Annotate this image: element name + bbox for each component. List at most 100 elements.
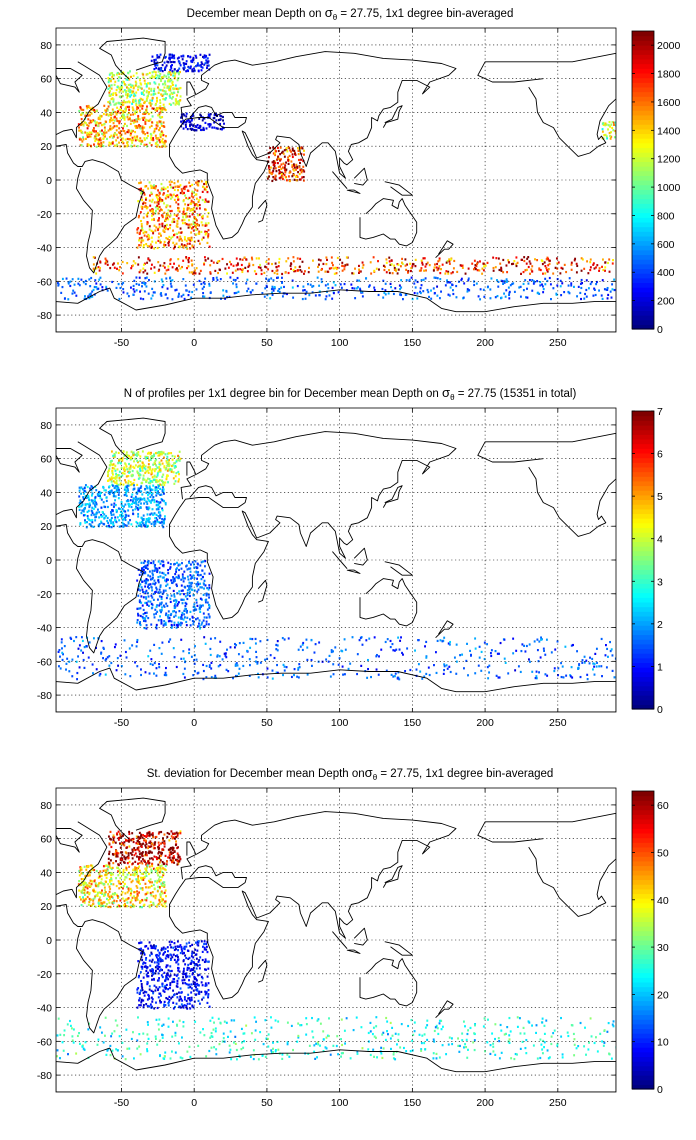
data-cell bbox=[163, 108, 166, 111]
data-cell bbox=[285, 179, 288, 182]
data-cell bbox=[139, 498, 142, 501]
data-cell bbox=[213, 121, 216, 124]
data-cell bbox=[199, 604, 202, 607]
data-cell bbox=[141, 285, 143, 288]
data-cell bbox=[303, 153, 305, 156]
data-cell bbox=[131, 469, 134, 473]
data-cell bbox=[157, 575, 160, 579]
data-cell bbox=[110, 127, 113, 130]
data-cell bbox=[165, 226, 168, 229]
data-cell bbox=[327, 283, 329, 286]
data-cell bbox=[545, 638, 548, 641]
data-cell bbox=[158, 226, 161, 229]
data-cell bbox=[92, 119, 95, 122]
data-cell bbox=[167, 640, 170, 643]
data-cell bbox=[226, 295, 228, 299]
data-cell bbox=[99, 672, 102, 676]
data-cell bbox=[134, 508, 137, 511]
data-cell bbox=[160, 609, 163, 612]
data-cell bbox=[152, 107, 155, 110]
data-cell bbox=[165, 204, 168, 207]
data-cell bbox=[170, 594, 173, 597]
data-cell bbox=[161, 509, 164, 512]
data-cell bbox=[103, 489, 106, 492]
data-cell bbox=[193, 67, 195, 70]
data-cell bbox=[175, 472, 178, 475]
data-cell bbox=[155, 185, 157, 188]
data-cell bbox=[296, 166, 299, 170]
data-cell bbox=[586, 260, 589, 263]
data-cell bbox=[136, 506, 139, 510]
data-cell bbox=[145, 85, 148, 88]
data-cell bbox=[158, 468, 161, 471]
data-cell bbox=[175, 611, 177, 614]
data-cell bbox=[98, 516, 101, 519]
data-cell bbox=[154, 581, 157, 585]
data-cell bbox=[104, 129, 106, 132]
data-cell bbox=[157, 212, 160, 215]
data-cell bbox=[143, 617, 146, 620]
data-cell bbox=[177, 576, 180, 580]
data-cell bbox=[174, 572, 177, 576]
data-cell bbox=[149, 243, 152, 246]
data-cell bbox=[335, 272, 338, 275]
data-cell bbox=[119, 105, 122, 109]
data-cell bbox=[94, 496, 97, 499]
colorbar-tick-label: 1600 bbox=[657, 97, 681, 109]
data-cell bbox=[158, 75, 161, 78]
data-cell bbox=[151, 294, 154, 297]
data-cell bbox=[176, 269, 179, 272]
data-cell bbox=[535, 670, 538, 673]
data-cell bbox=[266, 667, 269, 670]
data-cell bbox=[142, 189, 145, 192]
data-cell bbox=[294, 266, 297, 269]
data-cell bbox=[141, 450, 144, 453]
data-cell bbox=[129, 134, 132, 137]
data-cell bbox=[540, 638, 542, 641]
data-cell bbox=[110, 113, 113, 117]
data-cell bbox=[139, 474, 142, 477]
data-cell bbox=[175, 599, 178, 602]
data-cell bbox=[158, 223, 161, 226]
data-cell bbox=[295, 175, 297, 178]
y-tick-label: 40 bbox=[40, 107, 52, 119]
data-cell bbox=[355, 287, 358, 290]
chart-title: St. deviation for December mean Depth on… bbox=[147, 765, 554, 782]
data-cell bbox=[522, 289, 525, 292]
data-cell bbox=[511, 282, 514, 286]
data-cell bbox=[105, 499, 108, 503]
data-cell bbox=[208, 586, 211, 589]
data-cell bbox=[134, 453, 137, 456]
data-cell bbox=[154, 71, 157, 74]
data-cell bbox=[373, 269, 376, 272]
data-cell bbox=[214, 674, 217, 677]
data-cell bbox=[114, 477, 117, 480]
data-cell bbox=[540, 636, 543, 639]
data-cell bbox=[164, 243, 167, 247]
data-cell bbox=[139, 523, 142, 526]
data-cell bbox=[124, 673, 127, 676]
data-cell bbox=[194, 188, 197, 191]
data-cell bbox=[110, 503, 113, 506]
data-cell bbox=[112, 484, 114, 487]
data-cell bbox=[276, 276, 279, 279]
data-cell bbox=[295, 163, 298, 166]
data-cell bbox=[114, 115, 116, 118]
data-cell bbox=[100, 520, 102, 523]
data-cell bbox=[108, 100, 111, 103]
data-cell bbox=[307, 283, 309, 286]
data-cell bbox=[169, 566, 172, 569]
data-cell bbox=[141, 481, 144, 484]
data-cell bbox=[536, 291, 539, 294]
data-cell bbox=[591, 657, 594, 661]
data-cell bbox=[384, 265, 386, 268]
data-cell bbox=[135, 505, 137, 508]
data-cell bbox=[401, 262, 404, 266]
data-cell bbox=[78, 508, 81, 511]
data-cell bbox=[282, 152, 285, 155]
data-cell bbox=[164, 613, 167, 617]
data-cell bbox=[103, 516, 106, 519]
data-cell bbox=[570, 282, 573, 285]
data-cell bbox=[445, 270, 448, 273]
